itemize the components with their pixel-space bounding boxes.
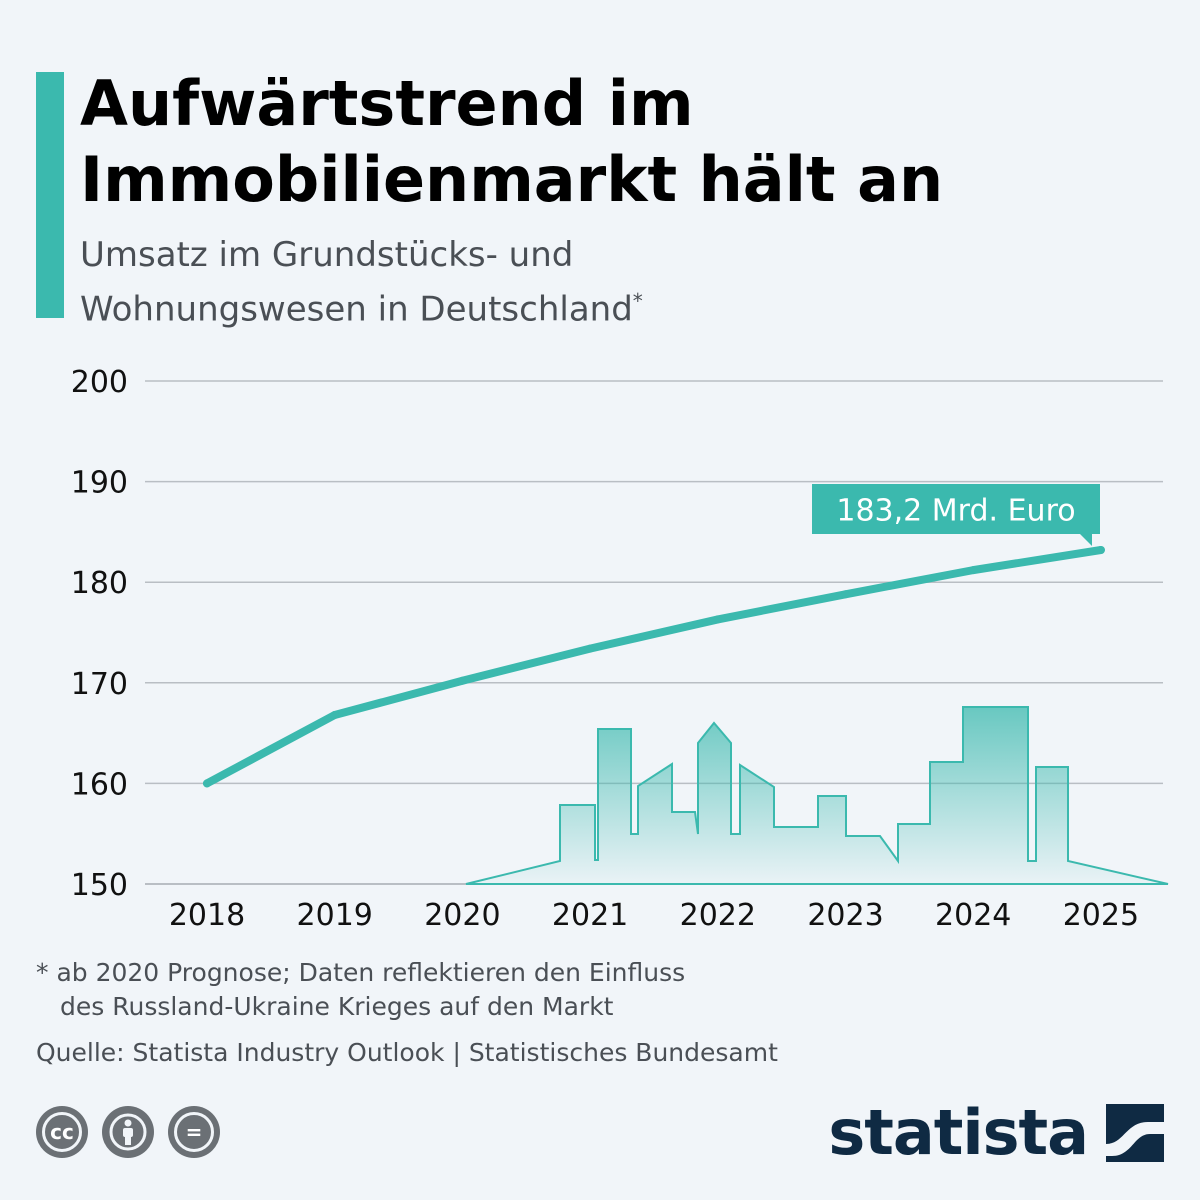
x-axis-tick-labels: 2018 2019 2020 2021 2022 2023 2024 2025 (169, 898, 1139, 933)
statista-logo[interactable]: statista (828, 1098, 1164, 1168)
y-tick-label: 160 (71, 767, 128, 802)
y-tick-label: 190 (71, 466, 128, 501)
cc-icon-label: cc (50, 1120, 74, 1144)
page-title: Aufwärtstrend im Immobilienmarkt hält an (80, 66, 1170, 218)
x-tick-label: 2025 (1063, 898, 1139, 933)
data-point (1096, 546, 1105, 555)
title-line-2: Immobilienmarkt hält an (80, 143, 944, 216)
x-tick-label: 2020 (424, 898, 500, 933)
data-point (841, 590, 850, 599)
series-line-layer (203, 546, 1105, 788)
attribution-person-icon (109, 1113, 147, 1151)
x-tick-label: 2022 (680, 898, 756, 933)
y-tick-label: 170 (71, 667, 128, 702)
x-tick-label: 2023 (807, 898, 883, 933)
x-tick-label: 2018 (169, 898, 245, 933)
value-callout: 183,2 Mrd. Euro (812, 484, 1100, 546)
cc-icon[interactable]: cc (36, 1106, 88, 1158)
data-point (330, 710, 339, 719)
accent-bar (36, 72, 64, 318)
footnote-line-1: * ab 2020 Prognose; Daten reflektieren d… (36, 958, 686, 987)
nd-icon-label: = (185, 1120, 203, 1144)
brand-wordmark: statista (828, 1096, 1089, 1169)
series-line (203, 546, 1105, 788)
subtitle-line-1: Umsatz im Grundstücks- und (80, 235, 574, 275)
y-tick-label: 150 (71, 868, 128, 903)
footnote: * ab 2020 Prognose; Daten reflektieren d… (36, 956, 936, 1024)
y-axis-tick-labels: 150 160 170 180 190 200 (71, 365, 128, 903)
data-point (458, 676, 467, 685)
footnote-line-2: des Russland-Ukraine Krieges auf den Mar… (60, 992, 614, 1021)
value-callout-box (812, 484, 1100, 546)
subtitle-line-2: Wohnungswesen in Deutschland (80, 289, 633, 330)
source-note: Quelle: Statista Industry Outlook | Stat… (36, 1038, 778, 1067)
data-point (203, 779, 211, 788)
nd-icon-ring: = (174, 1112, 214, 1152)
data-point (586, 644, 595, 653)
x-tick-label: 2024 (935, 898, 1011, 933)
no-derivatives-icon[interactable]: = (168, 1106, 220, 1158)
value-callout-label: 183,2 Mrd. Euro (836, 494, 1075, 529)
subtitle: Umsatz im Grundstücks- und Wohnungswesen… (80, 232, 1080, 332)
y-tick-label: 180 (71, 566, 128, 601)
license-icons: cc = (36, 1106, 220, 1158)
data-point (713, 615, 722, 624)
data-point (969, 566, 978, 575)
skyline-illustration (465, 706, 1169, 885)
x-tick-label: 2019 (297, 898, 373, 933)
y-tick-label: 200 (71, 365, 128, 400)
attribution-icon[interactable] (102, 1106, 154, 1158)
title-line-1: Aufwärtstrend im (80, 67, 694, 140)
x-tick-label: 2021 (552, 898, 628, 933)
cc-icon-ring: cc (42, 1112, 82, 1152)
subtitle-asterisk: * (632, 289, 643, 313)
statista-mark-icon (1106, 1104, 1164, 1162)
